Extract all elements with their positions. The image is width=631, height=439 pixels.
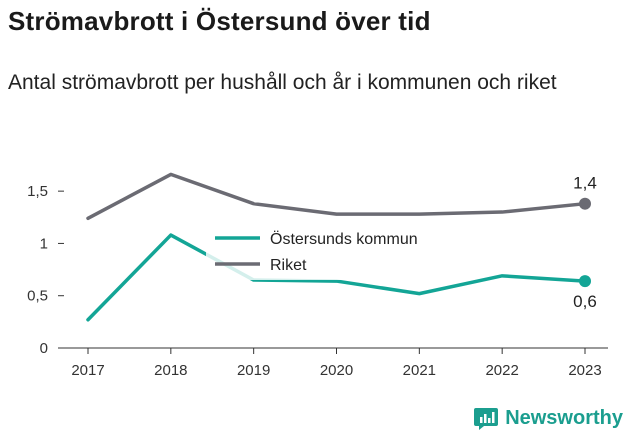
end-value-label: 1,4 [573, 174, 597, 193]
x-tick-label: 2019 [237, 362, 270, 379]
series-line-ostersund [86, 233, 587, 322]
x-tick-label: 2023 [568, 362, 601, 379]
series-line-riket [86, 172, 587, 221]
y-tick-label: 0 [40, 340, 48, 357]
end-point-marker [579, 197, 591, 210]
newsworthy-logo-icon [474, 408, 499, 430]
x-tick-label: 2017 [71, 362, 104, 379]
y-tick-label: 1,5 [27, 183, 48, 200]
legend-label: Riket [270, 257, 307, 274]
x-tick-label: 2022 [485, 362, 518, 379]
end-point-marker [579, 275, 591, 288]
chart-subtitle: Antal strömavbrott per hushåll och år i … [8, 71, 557, 94]
x-tick-label: 2018 [154, 362, 187, 379]
y-tick-label: 1 [40, 235, 48, 252]
brand-name: Newsworthy [505, 406, 623, 429]
y-tick-label: 0,5 [27, 288, 48, 305]
x-tick-label: 2020 [320, 362, 353, 379]
legend-background [206, 224, 470, 280]
end-value-label: 0,6 [573, 292, 597, 311]
brand-logo: Newsworthy [473, 405, 623, 431]
legend-label: Östersunds kommun [270, 230, 418, 248]
chart-title: Strömavbrott i Östersund över tid [8, 6, 431, 36]
x-tick-label: 2021 [403, 362, 436, 379]
